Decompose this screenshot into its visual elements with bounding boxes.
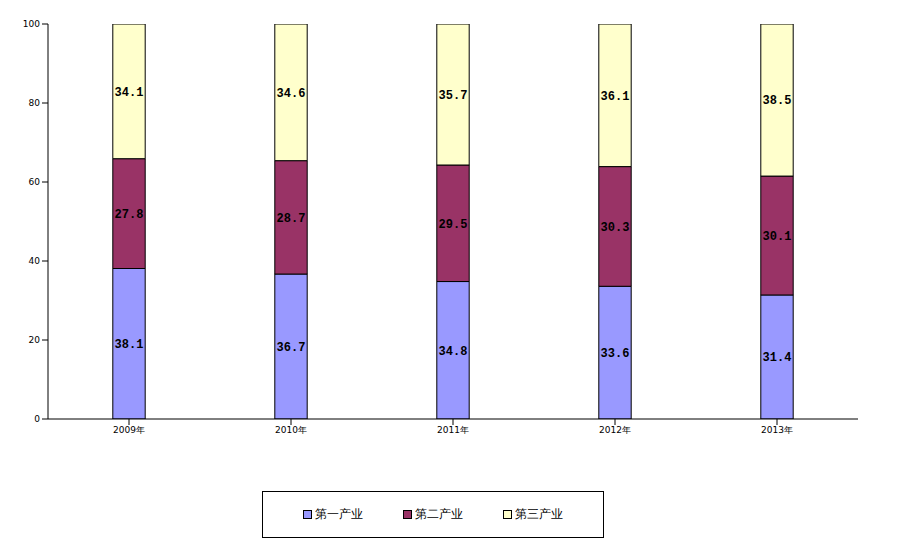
- svg-text:40: 40: [29, 256, 41, 266]
- svg-text:31.4: 31.4: [763, 351, 792, 365]
- svg-text:0: 0: [34, 414, 40, 424]
- svg-text:2012年: 2012年: [599, 425, 631, 435]
- svg-text:2009年: 2009年: [113, 425, 145, 435]
- svg-text:38.5: 38.5: [763, 94, 792, 108]
- svg-text:34.6: 34.6: [277, 87, 306, 101]
- svg-text:36.7: 36.7: [277, 341, 306, 355]
- svg-text:2010年: 2010年: [275, 425, 307, 435]
- svg-text:34.8: 34.8: [439, 345, 468, 359]
- svg-text:80: 80: [29, 98, 41, 108]
- svg-text:20: 20: [29, 335, 41, 345]
- svg-text:29.5: 29.5: [439, 218, 468, 232]
- svg-text:27.8: 27.8: [115, 208, 144, 222]
- svg-text:100: 100: [23, 19, 40, 29]
- html-text:第一产业: 第一产业: [315, 507, 363, 521]
- svg-text:35.7: 35.7: [439, 89, 468, 103]
- svg-text:2013年: 2013年: [761, 425, 793, 435]
- svg-text:30.3: 30.3: [601, 221, 630, 235]
- svg-text:60: 60: [29, 177, 41, 187]
- svg-text:30.1: 30.1: [763, 230, 792, 244]
- svg-text:2011年: 2011年: [437, 425, 469, 435]
- svg-text:34.1: 34.1: [115, 86, 144, 100]
- svg-text:28.7: 28.7: [277, 212, 306, 226]
- html-text:第三产业: 第三产业: [515, 507, 563, 521]
- svg-text:38.1: 38.1: [115, 338, 144, 352]
- html-text:第二产业: 第二产业: [415, 507, 463, 521]
- svg-text:33.6: 33.6: [601, 347, 630, 361]
- svg-text:36.1: 36.1: [601, 90, 630, 104]
